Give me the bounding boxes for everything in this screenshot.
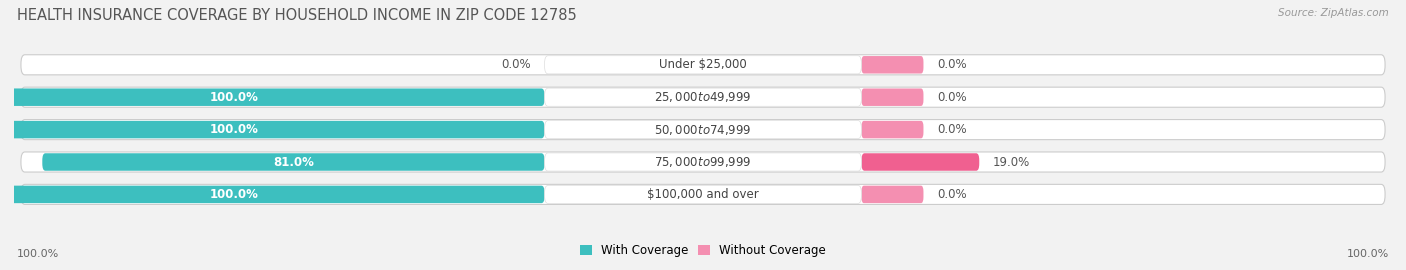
FancyBboxPatch shape <box>0 186 544 203</box>
FancyBboxPatch shape <box>21 152 1385 172</box>
Text: 100.0%: 100.0% <box>209 188 259 201</box>
FancyBboxPatch shape <box>862 56 924 73</box>
FancyBboxPatch shape <box>862 89 924 106</box>
Text: $25,000 to $49,999: $25,000 to $49,999 <box>654 90 752 104</box>
FancyBboxPatch shape <box>21 120 1385 140</box>
FancyBboxPatch shape <box>544 88 862 106</box>
Text: 81.0%: 81.0% <box>273 156 314 168</box>
Text: 100.0%: 100.0% <box>17 249 59 259</box>
Text: $75,000 to $99,999: $75,000 to $99,999 <box>654 155 752 169</box>
FancyBboxPatch shape <box>21 55 1385 75</box>
FancyBboxPatch shape <box>862 121 924 138</box>
FancyBboxPatch shape <box>42 153 544 171</box>
FancyBboxPatch shape <box>862 186 924 203</box>
FancyBboxPatch shape <box>21 87 1385 107</box>
Text: Under $25,000: Under $25,000 <box>659 58 747 71</box>
FancyBboxPatch shape <box>544 120 862 139</box>
Text: 100.0%: 100.0% <box>1347 249 1389 259</box>
FancyBboxPatch shape <box>544 56 862 74</box>
Text: 100.0%: 100.0% <box>209 91 259 104</box>
Legend: With Coverage, Without Coverage: With Coverage, Without Coverage <box>575 239 831 261</box>
Text: 0.0%: 0.0% <box>938 58 967 71</box>
Text: 0.0%: 0.0% <box>501 58 531 71</box>
Text: 100.0%: 100.0% <box>209 123 259 136</box>
Text: $100,000 and over: $100,000 and over <box>647 188 759 201</box>
FancyBboxPatch shape <box>0 121 544 138</box>
Text: 0.0%: 0.0% <box>938 188 967 201</box>
Text: 0.0%: 0.0% <box>938 91 967 104</box>
FancyBboxPatch shape <box>544 185 862 204</box>
FancyBboxPatch shape <box>21 184 1385 204</box>
Text: HEALTH INSURANCE COVERAGE BY HOUSEHOLD INCOME IN ZIP CODE 12785: HEALTH INSURANCE COVERAGE BY HOUSEHOLD I… <box>17 8 576 23</box>
FancyBboxPatch shape <box>0 89 544 106</box>
Text: $50,000 to $74,999: $50,000 to $74,999 <box>654 123 752 137</box>
FancyBboxPatch shape <box>862 153 979 171</box>
Text: 0.0%: 0.0% <box>938 123 967 136</box>
FancyBboxPatch shape <box>544 153 862 171</box>
Text: 19.0%: 19.0% <box>993 156 1031 168</box>
Text: Source: ZipAtlas.com: Source: ZipAtlas.com <box>1278 8 1389 18</box>
